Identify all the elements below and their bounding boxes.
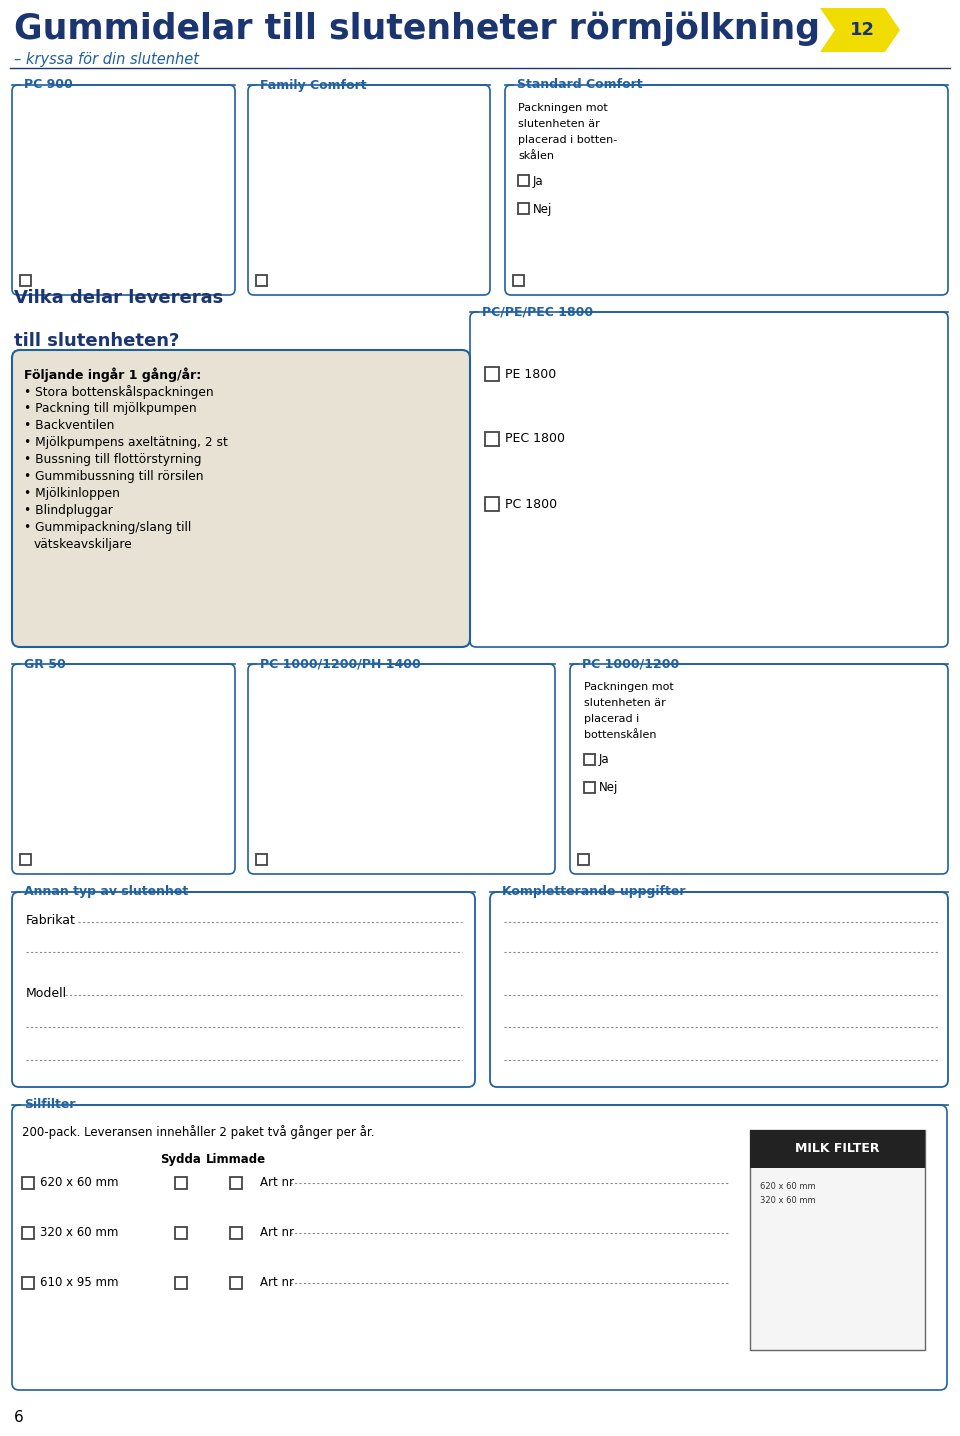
Text: 320 x 60 mm: 320 x 60 mm xyxy=(40,1226,118,1239)
Bar xyxy=(750,1130,925,1350)
Text: • Stora bottenskålspackningen: • Stora bottenskålspackningen xyxy=(24,385,214,399)
Text: Limmade: Limmade xyxy=(206,1153,266,1166)
Text: Art nr: Art nr xyxy=(260,1277,294,1290)
Text: till slutenheten?: till slutenheten? xyxy=(14,332,180,350)
Text: Fabrikat: Fabrikat xyxy=(26,913,76,928)
Text: – kryssa för din slutenhet: – kryssa för din slutenhet xyxy=(14,52,199,67)
Bar xyxy=(230,1178,242,1189)
Text: PC/PE/PEC 1800: PC/PE/PEC 1800 xyxy=(482,306,593,319)
Text: • Mjölkpumpens axeltätning, 2 st: • Mjölkpumpens axeltätning, 2 st xyxy=(24,437,228,449)
Text: Nej: Nej xyxy=(533,202,552,215)
Text: slutenheten är: slutenheten är xyxy=(584,698,665,708)
FancyBboxPatch shape xyxy=(12,350,470,648)
Text: 6: 6 xyxy=(14,1410,24,1425)
Text: • Mjölkinloppen: • Mjölkinloppen xyxy=(24,487,120,500)
Text: 320 x 60 mm: 320 x 60 mm xyxy=(760,1196,816,1205)
Bar xyxy=(485,432,499,447)
Text: placerad i botten-: placerad i botten- xyxy=(518,135,617,145)
Bar xyxy=(584,783,595,793)
Bar xyxy=(578,854,589,864)
Text: Modell: Modell xyxy=(26,987,67,999)
Text: Sydda: Sydda xyxy=(160,1153,202,1166)
Text: placerad i: placerad i xyxy=(584,714,639,724)
Bar xyxy=(22,1226,34,1239)
Bar xyxy=(175,1277,187,1290)
Bar xyxy=(230,1277,242,1290)
Text: Family Comfort: Family Comfort xyxy=(260,79,367,92)
Text: 200-pack. Leveransen innehåller 2 paket två gånger per år.: 200-pack. Leveransen innehåller 2 paket … xyxy=(22,1124,374,1139)
Text: bottenskålen: bottenskålen xyxy=(584,729,657,740)
Bar xyxy=(518,175,529,187)
Bar xyxy=(175,1226,187,1239)
Bar xyxy=(518,202,529,214)
Text: Ja: Ja xyxy=(533,175,543,188)
Text: vätskeavskiljare: vätskeavskiljare xyxy=(34,538,132,551)
Text: Standard Comfort: Standard Comfort xyxy=(517,79,642,92)
Bar xyxy=(256,854,267,864)
Bar xyxy=(230,1226,242,1239)
Text: 620 x 60 mm: 620 x 60 mm xyxy=(40,1176,118,1189)
Text: Annan typ av slutenhet: Annan typ av slutenhet xyxy=(24,886,188,899)
Text: Ja: Ja xyxy=(599,754,610,767)
Text: Följande ingår 1 gång/år:: Följande ingår 1 gång/år: xyxy=(24,368,202,382)
Text: Kompletterande uppgifter: Kompletterande uppgifter xyxy=(502,886,685,899)
Text: • Backventilen: • Backventilen xyxy=(24,419,114,432)
Text: slutenheten är: slutenheten är xyxy=(518,119,600,129)
Text: MILK FILTER: MILK FILTER xyxy=(795,1143,879,1156)
Text: PC 1000/1200: PC 1000/1200 xyxy=(582,658,680,671)
Text: • Bussning till flottörstyrning: • Bussning till flottörstyrning xyxy=(24,452,202,467)
Text: PE 1800: PE 1800 xyxy=(505,368,556,381)
Text: Art nr: Art nr xyxy=(260,1176,294,1189)
Text: Packningen mot: Packningen mot xyxy=(518,103,608,113)
Text: 620 x 60 mm: 620 x 60 mm xyxy=(760,1182,816,1190)
Text: 610 x 95 mm: 610 x 95 mm xyxy=(40,1277,118,1290)
Bar xyxy=(256,276,267,286)
Bar xyxy=(22,1277,34,1290)
Text: Gummidelar till slutenheter rörmjölkning: Gummidelar till slutenheter rörmjölkning xyxy=(14,11,820,46)
Text: • Gummipackning/slang till: • Gummipackning/slang till xyxy=(24,521,191,534)
Text: • Packning till mjölkpumpen: • Packning till mjölkpumpen xyxy=(24,402,197,415)
Bar xyxy=(20,854,31,864)
Bar xyxy=(750,1130,925,1167)
Polygon shape xyxy=(820,9,900,52)
Text: Art nr: Art nr xyxy=(260,1226,294,1239)
Text: PC 900: PC 900 xyxy=(24,79,73,92)
Text: PC 1000/1200/PH 1400: PC 1000/1200/PH 1400 xyxy=(260,658,420,671)
Bar xyxy=(513,276,524,286)
Bar xyxy=(175,1178,187,1189)
Text: Silfilter: Silfilter xyxy=(24,1099,76,1111)
Bar xyxy=(584,754,595,765)
Text: Nej: Nej xyxy=(599,781,618,794)
Text: 12: 12 xyxy=(850,22,875,39)
Bar xyxy=(22,1178,34,1189)
Text: PEC 1800: PEC 1800 xyxy=(505,432,565,445)
Text: PC 1800: PC 1800 xyxy=(505,497,557,511)
Bar xyxy=(485,368,499,381)
Bar xyxy=(485,497,499,511)
Text: Vilka delar levereras: Vilka delar levereras xyxy=(14,289,224,307)
Text: • Gummibussning till rörsilen: • Gummibussning till rörsilen xyxy=(24,470,204,482)
Text: • Blindpluggar: • Blindpluggar xyxy=(24,504,113,517)
Text: GR 50: GR 50 xyxy=(24,658,65,671)
Text: Packningen mot: Packningen mot xyxy=(584,682,674,692)
Bar xyxy=(20,276,31,286)
Text: skålen: skålen xyxy=(518,151,554,161)
